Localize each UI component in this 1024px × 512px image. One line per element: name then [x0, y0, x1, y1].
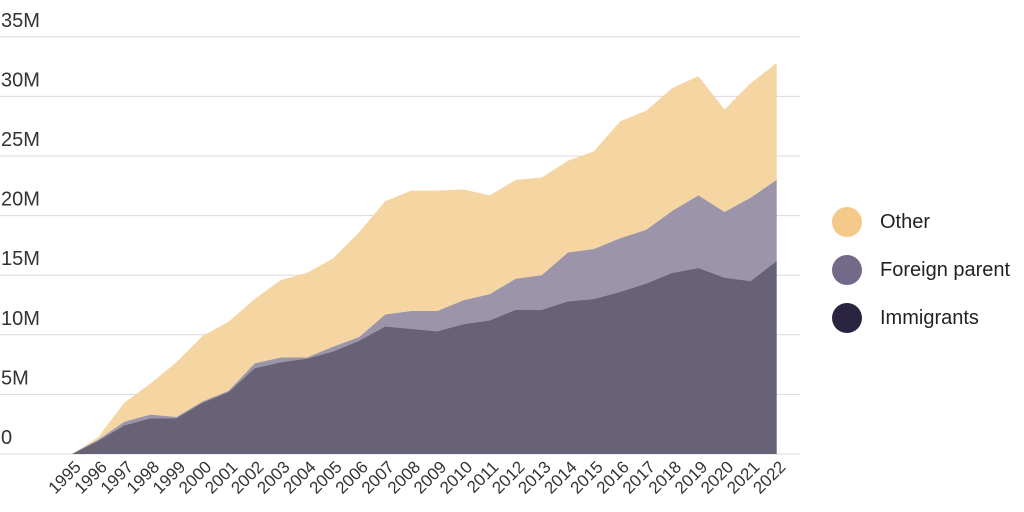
legend-item-foreign-parent: Foreign parent [832, 246, 1024, 294]
legend-label-immigrants: Immigrants [880, 306, 979, 329]
legend-swatch-foreign-parent [832, 255, 862, 285]
y-tick-label: 30M [1, 69, 40, 91]
legend-item-other: Other [832, 198, 1024, 246]
y-tick-label: 10M [1, 308, 40, 330]
area-other [72, 63, 777, 455]
y-tick-label: 35M [1, 10, 40, 32]
y-axis-ticks: 0 5M 10M 15M 20M 25M 30M 35M [1, 10, 40, 449]
y-tick-label: 15M [1, 248, 40, 270]
series-areas [72, 63, 777, 455]
area-immigrants [72, 260, 777, 454]
y-tick-label: 5M [1, 367, 29, 389]
x-axis-ticks: 1995199619971998199920002001200220032004… [45, 457, 790, 497]
y-tick-label: 25M [1, 129, 40, 151]
area-foreign-parent [72, 179, 777, 454]
legend-item-immigrants: Immigrants [832, 294, 1024, 342]
y-tick-label: 0 [1, 427, 12, 449]
legend-swatch-immigrants [832, 303, 862, 333]
legend-label-other: Other [880, 210, 931, 233]
legend-label-foreign-parent: Foreign parent [880, 258, 1011, 281]
legend: Other Foreign parent Immigrants [832, 198, 1024, 342]
y-tick-label: 20M [1, 189, 40, 211]
legend-swatch-other [832, 207, 862, 237]
